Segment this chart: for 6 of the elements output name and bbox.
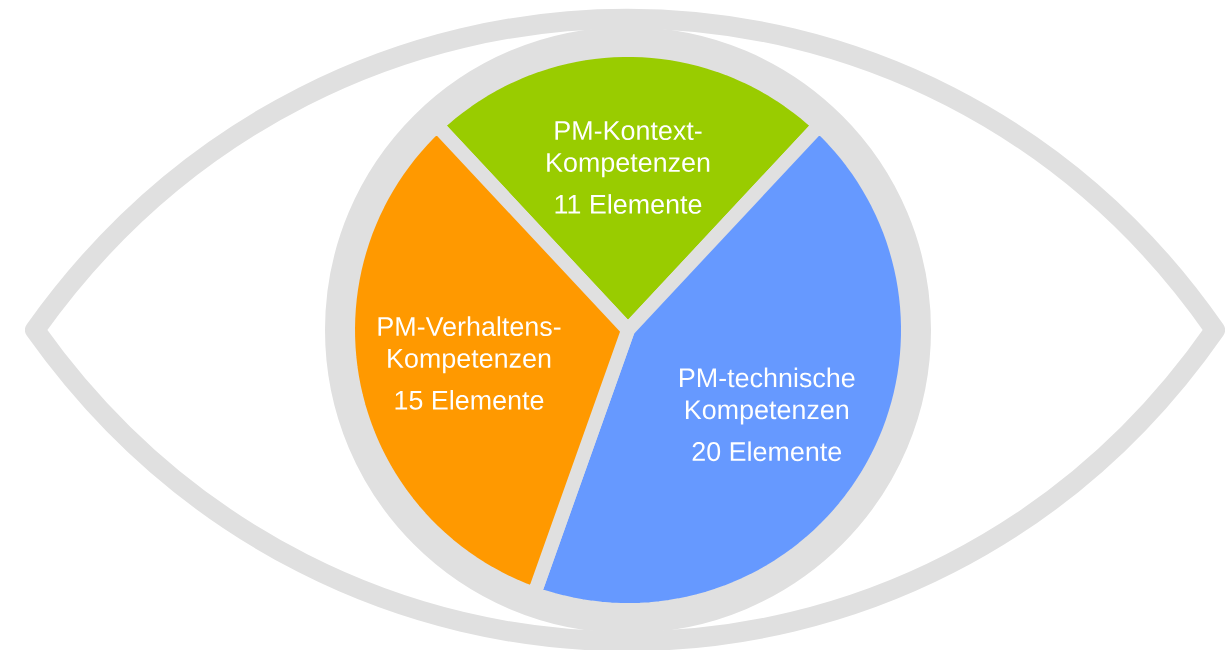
slice-label: PM-technische Kompetenzen	[680, 367, 855, 425]
data-label: 15 Elemente	[395, 390, 544, 410]
slice-label: PM-Verhaltens-Kompetenzen	[378, 316, 561, 374]
slice-label: PM-Kontext-Kompetenzen	[547, 121, 710, 178]
data-label: 11 Elemente	[555, 194, 702, 214]
data-label: 20 Elemente	[692, 441, 842, 462]
